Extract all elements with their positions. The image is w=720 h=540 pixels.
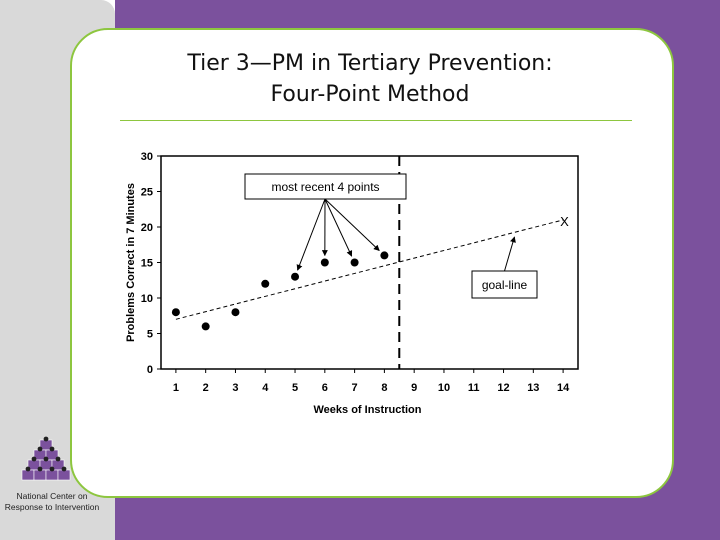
- data-point: [201, 322, 210, 331]
- recent-points-arrow: [324, 198, 353, 257]
- data-point: [171, 308, 180, 317]
- x-tick-label: 7: [352, 382, 358, 394]
- goal-line-callout-box: [471, 270, 538, 299]
- x-tick-label: 9: [411, 382, 417, 394]
- y-tick-label: 10: [141, 293, 153, 305]
- slide-title-line-1: Tier 3—PM in Tertiary Prevention:: [187, 51, 553, 76]
- title-divider: [120, 120, 632, 121]
- recent-points-arrow: [324, 198, 380, 251]
- y-tick-label: 30: [141, 151, 153, 163]
- goal-line: [175, 219, 564, 320]
- x-tick-label: 12: [497, 382, 509, 394]
- goal-line-callout-label: goal-line: [482, 278, 528, 292]
- logo-caption: National Center on Response to Intervent…: [4, 491, 100, 512]
- slide-title: Tier 3—PM in Tertiary Prevention: Four-P…: [120, 48, 620, 110]
- x-tick-label: 2: [203, 382, 209, 394]
- data-point: [320, 258, 329, 267]
- y-tick-label: 0: [147, 364, 153, 376]
- slide-title-line-2: Four-Point Method: [270, 82, 470, 107]
- y-tick-label: 20: [141, 222, 153, 234]
- recent-points-arrow: [296, 198, 326, 271]
- y-tick-label: 25: [141, 187, 153, 199]
- goal-line-end-marker: X: [560, 214, 569, 229]
- recent-points-callout-label: most recent 4 points: [271, 180, 379, 194]
- data-point: [261, 279, 270, 288]
- x-tick-label: 13: [527, 382, 539, 394]
- x-tick-label: 8: [381, 382, 387, 394]
- goal-line-callout-arrow: [504, 236, 516, 272]
- x-tick-label: 10: [438, 382, 450, 394]
- x-tick-label: 4: [262, 382, 269, 394]
- x-tick-label: 14: [557, 382, 570, 394]
- data-point: [231, 308, 240, 317]
- x-axis-label: Weeks of Instruction: [314, 404, 422, 416]
- data-point: [350, 258, 359, 267]
- data-point: [380, 251, 389, 260]
- x-tick-label: 11: [468, 382, 480, 394]
- stacked-cubes-logo-icon: [21, 436, 71, 481]
- y-axis-label: Problems Correct in 7 Minutes: [125, 183, 137, 342]
- x-tick-label: 6: [322, 382, 328, 394]
- y-tick-label: 15: [141, 258, 153, 270]
- x-tick-label: 5: [292, 382, 298, 394]
- x-tick-label: 3: [232, 382, 238, 394]
- slide-card: [70, 28, 674, 498]
- data-point: [291, 272, 300, 281]
- y-tick-label: 5: [147, 329, 153, 341]
- x-tick-label: 1: [173, 382, 179, 394]
